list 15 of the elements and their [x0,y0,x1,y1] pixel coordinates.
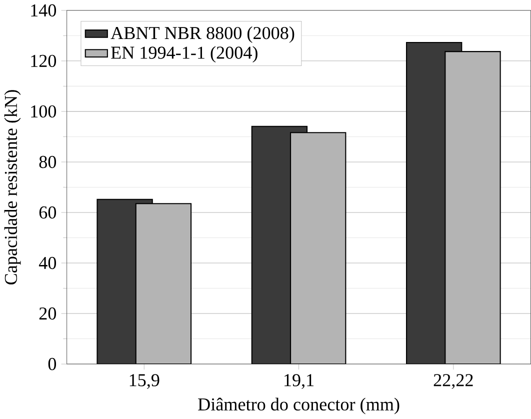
x-tick-label: 15,9 [130,374,160,390]
y-tick-label: 40 [38,257,56,270]
x-tick-label: 19,1 [284,374,314,390]
y-tick-label: 0 [48,358,56,370]
y-tick-label: 120 [31,55,56,68]
y-tick-label: 100 [31,106,56,118]
x-tick-label: 22,22 [434,374,473,390]
legend-label: ABNT NBR 8800 (2008) [110,26,294,44]
y-tick-label: 140 [31,4,56,17]
y-axis-title: Capacidade resistente (kN) [4,90,21,285]
legend-label: EN 1994-1-1 (2004) [111,46,258,63]
y-tick-label: 20 [39,308,56,320]
x-axis-title: Diâmetro do conector (mm) [198,398,400,414]
y-tick-label: 60 [39,206,56,219]
y-tick-label: 80 [39,156,56,168]
